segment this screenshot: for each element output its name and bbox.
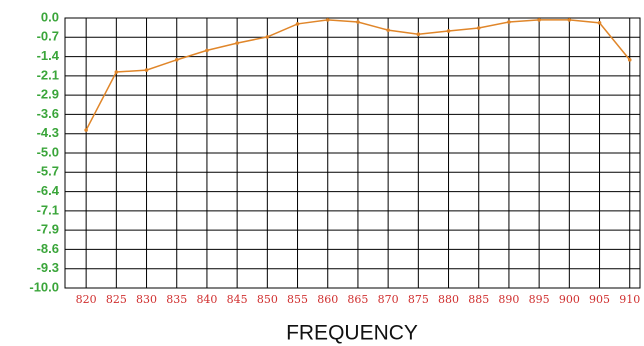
point xyxy=(325,18,330,22)
point xyxy=(144,68,149,72)
x-tick-label: 835 xyxy=(166,293,187,306)
x-tick-label: 895 xyxy=(529,293,550,306)
point xyxy=(205,48,209,53)
point xyxy=(235,41,239,45)
x-tick-label: 845 xyxy=(227,293,248,306)
x-tick-label: 820 xyxy=(76,293,97,306)
point xyxy=(356,20,360,24)
y-tick-label: -10.0 xyxy=(29,279,59,294)
y-tick-label: -5.0 xyxy=(37,144,59,159)
x-tick-label: 855 xyxy=(287,293,308,306)
y-tick-label: -7.1 xyxy=(37,202,59,217)
point xyxy=(386,28,390,32)
x-tick-label: 875 xyxy=(408,293,429,306)
x-tick-label: 850 xyxy=(257,293,278,306)
y-tick-label: -2.9 xyxy=(37,87,59,102)
point xyxy=(174,58,179,62)
x-tick-label: 885 xyxy=(468,293,489,306)
point xyxy=(114,70,119,74)
y-tick-label: -4.3 xyxy=(37,125,59,140)
point xyxy=(416,32,421,36)
point xyxy=(265,35,270,39)
y-tick-label: -7.9 xyxy=(37,222,59,237)
x-tick-label: 825 xyxy=(106,293,127,306)
point xyxy=(627,58,632,62)
y-tick-label: -1.4 xyxy=(37,48,60,63)
x-axis-label: FREQUENCY xyxy=(286,322,418,345)
y-tick-label: 0.0 xyxy=(41,9,59,24)
point xyxy=(597,21,602,25)
y-tick-label: -0.7 xyxy=(37,29,59,44)
point xyxy=(446,29,451,33)
y-tick-label: -5.7 xyxy=(37,164,59,179)
y-tick-label: -8.6 xyxy=(37,241,59,256)
x-tick-label: 860 xyxy=(317,293,338,306)
y-tick-label: -9.3 xyxy=(37,260,59,275)
x-tick-label: 840 xyxy=(196,293,217,306)
point xyxy=(476,26,481,30)
x-tick-label: 900 xyxy=(559,293,580,306)
x-tick-label: 870 xyxy=(378,293,399,306)
x-tick-label: 890 xyxy=(498,293,519,306)
x-tick-label: 880 xyxy=(438,293,459,306)
x-tick-label: 905 xyxy=(589,293,610,306)
x-tick-label: 830 xyxy=(136,293,157,306)
point xyxy=(567,18,572,22)
x-tick-label: 910 xyxy=(619,293,640,306)
x-tick-label: 865 xyxy=(347,293,368,306)
y-tick-label: -3.6 xyxy=(37,106,59,121)
point xyxy=(507,20,511,24)
point xyxy=(537,18,541,22)
point xyxy=(84,128,88,132)
y-tick-label: -6.4 xyxy=(37,183,60,198)
y-tick-label: -2.1 xyxy=(37,67,59,82)
point xyxy=(295,22,300,26)
